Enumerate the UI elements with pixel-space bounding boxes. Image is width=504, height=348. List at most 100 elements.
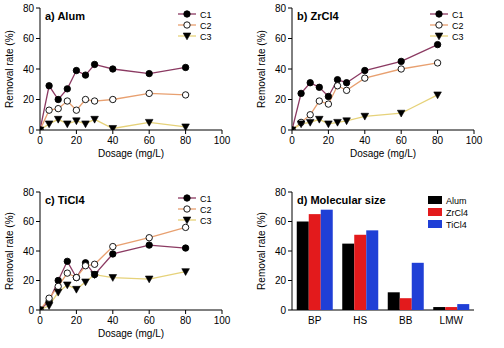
marker [55,283,61,289]
legend-label: C2 [200,21,212,31]
bar [309,214,321,310]
x-tick [76,130,77,134]
data [292,41,441,130]
legend-label: C3 [200,216,212,226]
legend-label: C1 [200,10,212,20]
marker [292,127,296,130]
x-tick [40,310,41,314]
legend-label: C2 [452,21,464,31]
legend-label: C1 [200,194,212,204]
marker [325,93,331,99]
panel-title: b) ZrCl4 [297,10,339,22]
y-tick [288,8,292,9]
x-tick [112,310,113,314]
marker [145,119,153,126]
x-tick [364,130,365,134]
figure: 020406080Removal rate (%)020406080100Dos… [0,0,504,348]
marker [73,67,79,73]
x-tick-label: 0 [37,135,43,146]
marker [434,60,440,66]
x-tick-label: 0 [37,315,43,326]
y-tick [288,310,292,311]
marker [54,116,62,123]
marker [398,66,404,72]
marker [91,61,97,67]
marker [307,112,313,118]
marker [325,121,333,128]
y-tick-label: 60 [23,33,35,44]
x-tick-label: 100 [466,135,483,146]
series-line [292,45,438,130]
marker [82,279,90,286]
bar [445,307,457,310]
series-line [40,93,186,130]
marker [146,242,152,248]
panel: 020406080Removal rate (%)020406080100Dos… [4,187,231,340]
marker [307,80,313,86]
legend-marker [184,195,190,201]
y-tick [36,192,40,193]
marker [64,98,70,104]
y-tick [36,251,40,252]
bar [457,304,469,310]
x-tick-label: 100 [214,135,231,146]
marker [109,125,117,130]
series-line [40,245,186,310]
y-tick-label: 60 [275,33,287,44]
marker [110,66,116,72]
legend-label: TiCl4 [446,220,467,230]
x-tick-label: 40 [107,135,119,146]
marker [82,72,88,78]
x-tick [76,310,77,314]
series-line [292,63,438,130]
marker [306,119,314,126]
marker [55,277,61,283]
x-tick-label: LMW [440,315,464,326]
marker [182,245,188,251]
marker [398,58,404,64]
marker [73,274,79,280]
marker [397,110,405,117]
series-line [40,227,186,310]
marker [91,272,99,279]
bar [433,307,445,310]
legend-label: C1 [452,10,464,20]
marker [73,118,81,125]
y-tick-label: 80 [275,3,287,14]
marker [45,121,53,128]
data [297,210,470,310]
y-tick [288,221,292,222]
x-tick-label: 0 [289,135,295,146]
x-axis [292,130,474,131]
marker [182,64,188,70]
y-tick-label: 40 [23,246,35,257]
marker [182,124,190,130]
y-tick-label: 20 [275,275,287,286]
marker [91,261,97,267]
panel: 020406080Removal rate (%)020406080100Dos… [256,3,483,160]
marker [64,270,70,276]
marker [334,76,340,82]
x-tick-label: 60 [396,135,408,146]
bar [412,263,424,310]
x-tick-label: BB [399,315,413,326]
x-tick [437,130,438,134]
x-tick-label: 20 [71,135,83,146]
marker [55,96,61,102]
x-tick-label: BP [308,315,322,326]
marker [146,235,152,241]
y-tick [288,69,292,70]
marker [434,92,442,99]
y-label: Removal rate (%) [256,212,267,290]
marker [292,127,295,130]
legend-swatch [428,196,442,204]
y-tick [36,280,40,281]
marker [40,127,43,130]
y-tick-label: 40 [275,64,287,75]
y-tick-label: 40 [275,246,287,257]
y-tick [36,310,40,311]
y-tick [36,130,40,131]
marker [73,274,79,280]
x-tick [185,130,186,134]
x-tick-label: 40 [107,315,119,326]
